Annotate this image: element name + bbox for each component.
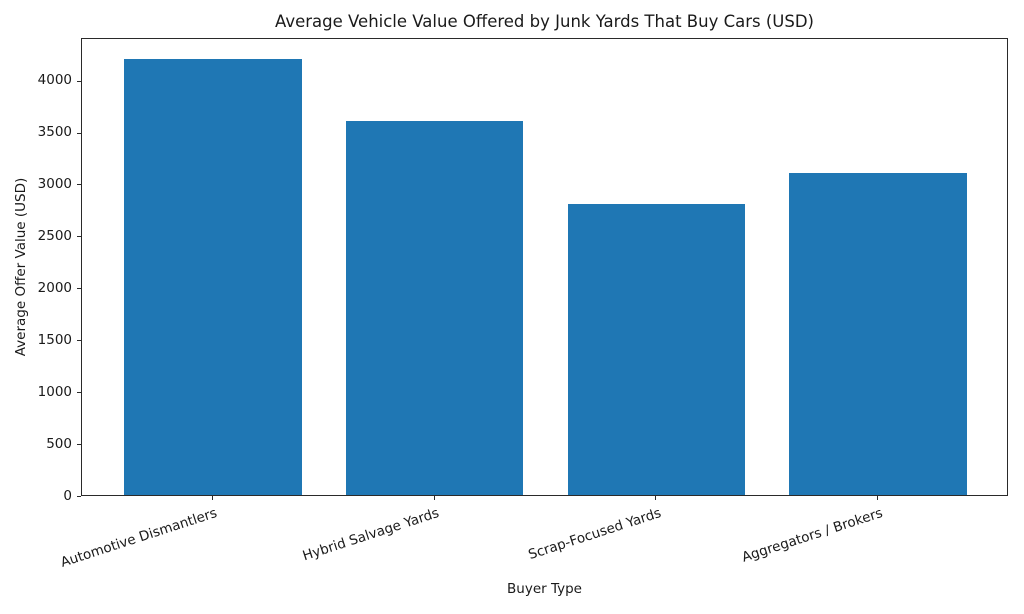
y-tick-mark	[77, 80, 81, 82]
y-tick-label: 4000	[37, 72, 72, 89]
y-tick-label: 3000	[37, 175, 72, 192]
y-tick-label: 2500	[37, 227, 72, 244]
x-axis-label: Buyer Type	[507, 581, 582, 597]
y-tick-label: 1000	[37, 383, 72, 400]
x-tick-mark	[433, 496, 435, 500]
x-tick-label: Aggregators / Brokers	[739, 505, 885, 566]
y-axis-label: Average Offer Value (USD)	[13, 177, 29, 357]
y-tick-label: 3500	[37, 124, 72, 140]
y-tick-mark	[77, 236, 81, 238]
x-tick-label: Hybrid Salvage Yards	[300, 505, 442, 565]
y-tick-mark	[77, 444, 81, 446]
x-tick-mark	[877, 496, 879, 500]
y-tick-mark	[77, 132, 81, 134]
y-tick-label: 500	[46, 435, 72, 452]
bar	[567, 204, 746, 495]
x-tick-mark	[655, 496, 657, 500]
chart-title: Average Vehicle Value Offered by Junk Ya…	[275, 12, 814, 31]
y-tick-mark	[77, 184, 81, 186]
bar	[345, 121, 524, 495]
y-tick-mark	[77, 392, 81, 394]
y-tick-label: 0	[63, 487, 72, 504]
x-tick-mark	[211, 496, 213, 500]
bar	[789, 173, 967, 495]
y-tick-label: 2000	[37, 279, 72, 296]
x-tick-label: Scrap-Focused Yards	[526, 505, 664, 564]
y-tick-mark	[77, 496, 81, 497]
x-tick-label: Automotive Dismantlers	[59, 505, 220, 571]
plot-area	[81, 38, 1008, 496]
bar	[124, 58, 302, 495]
y-tick-label: 1500	[37, 331, 72, 348]
y-tick-mark	[77, 340, 81, 342]
y-tick-mark	[77, 288, 81, 290]
